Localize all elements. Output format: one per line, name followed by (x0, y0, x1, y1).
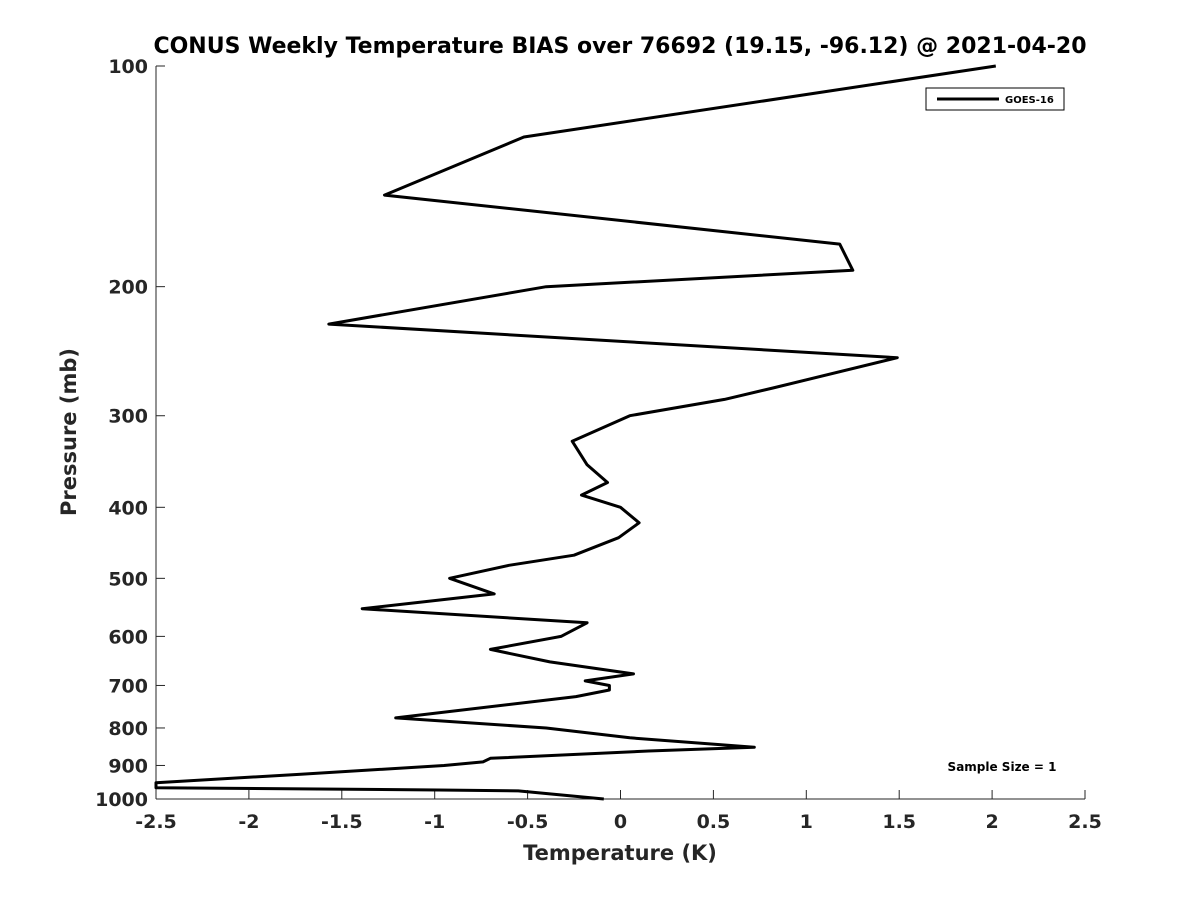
x-tick-label: 2 (985, 811, 998, 833)
y-tick-label: 600 (108, 626, 148, 648)
x-axis: -2.5 -2 -1.5 -1 -0.5 0 0.5 1 1.5 2 2.5 (135, 790, 1102, 833)
y-axis: 100 200 300 400 500 600 700 800 900 1000 (95, 56, 165, 811)
y-axis-title: Pressure (mb) (57, 348, 81, 516)
x-tick-label: -0.5 (507, 811, 549, 833)
x-tick-label: 1 (800, 811, 813, 833)
y-tick-label: 700 (108, 675, 148, 697)
series-line-goes-16 (154, 64, 997, 801)
x-axis-title: Temperature (K) (523, 841, 717, 865)
x-tick-label: 0.5 (697, 811, 731, 833)
y-tick-label: 400 (108, 497, 148, 519)
x-tick-label: 1.5 (882, 811, 916, 833)
legend-label-goes-16: GOES-16 (1005, 95, 1054, 106)
y-tick-label: 300 (108, 406, 148, 428)
x-tick-label: -1 (424, 811, 445, 833)
y-tick-label: 500 (108, 568, 148, 590)
y-tick-label: 100 (108, 56, 148, 78)
series-layer (154, 64, 997, 801)
legend: GOES-16 (925, 87, 1065, 111)
y-tick-label: 800 (108, 718, 148, 740)
x-tick-label: -2 (238, 811, 259, 833)
sample-size-annotation: Sample Size = 1 (948, 760, 1057, 774)
x-tick-label: 2.5 (1068, 811, 1102, 833)
y-tick-label: 1000 (95, 789, 148, 811)
y-tick-label: 200 (108, 277, 148, 299)
x-tick-label: 0 (614, 811, 627, 833)
x-tick-label: -1.5 (321, 811, 363, 833)
chart-title: CONUS Weekly Temperature BIAS over 76692… (153, 34, 1086, 59)
y-tick-label: 900 (108, 755, 148, 777)
x-tick-label: -2.5 (135, 811, 177, 833)
